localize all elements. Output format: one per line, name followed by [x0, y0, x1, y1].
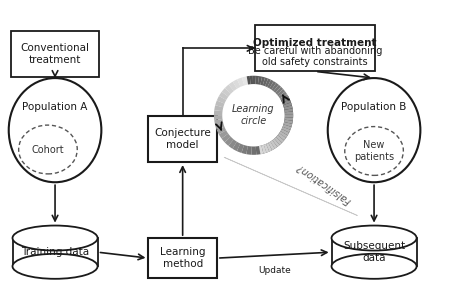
Ellipse shape: [18, 125, 77, 174]
Ellipse shape: [328, 78, 420, 182]
Text: Be careful with abandoning
old safety constraints: Be careful with abandoning old safety co…: [248, 46, 382, 67]
Text: Population A: Population A: [22, 102, 88, 112]
Ellipse shape: [345, 126, 403, 176]
Text: Population B: Population B: [341, 102, 407, 112]
Bar: [255, 25, 375, 71]
Text: Conventional
treatment: Conventional treatment: [20, 43, 90, 65]
Text: Optimized treatment: Optimized treatment: [253, 38, 377, 48]
Ellipse shape: [331, 254, 417, 279]
Text: Falsification?: Falsification?: [295, 161, 353, 206]
Text: New
patients: New patients: [354, 140, 394, 162]
Ellipse shape: [12, 254, 98, 279]
Bar: [331, 238, 417, 266]
Bar: [148, 238, 217, 278]
Text: Learning
circle: Learning circle: [232, 104, 275, 126]
Ellipse shape: [331, 225, 417, 251]
Text: Update: Update: [258, 266, 291, 274]
Bar: [11, 31, 99, 77]
Text: Cohort: Cohort: [32, 144, 64, 155]
Text: Learning
method: Learning method: [160, 247, 205, 269]
Ellipse shape: [12, 225, 98, 251]
Text: Training data: Training data: [21, 247, 89, 257]
Bar: [148, 116, 217, 162]
Bar: [12, 238, 98, 266]
Text: Subsequent
data: Subsequent data: [343, 241, 405, 263]
Ellipse shape: [9, 78, 101, 182]
Text: Conjecture
model: Conjecture model: [154, 128, 211, 150]
